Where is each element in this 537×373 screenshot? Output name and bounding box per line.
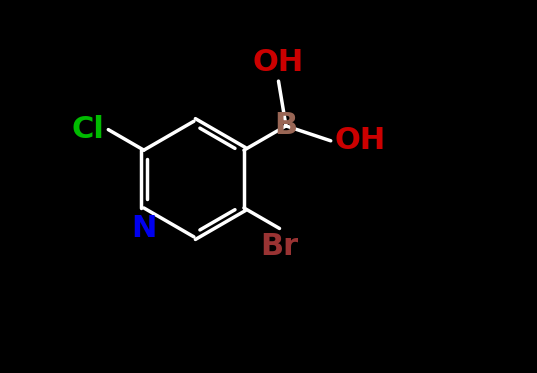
Text: OH: OH	[253, 48, 304, 77]
Text: B: B	[274, 112, 297, 140]
Text: OH: OH	[335, 126, 386, 155]
Text: Cl: Cl	[72, 115, 105, 144]
Text: Br: Br	[260, 232, 299, 261]
Text: N: N	[131, 213, 156, 242]
